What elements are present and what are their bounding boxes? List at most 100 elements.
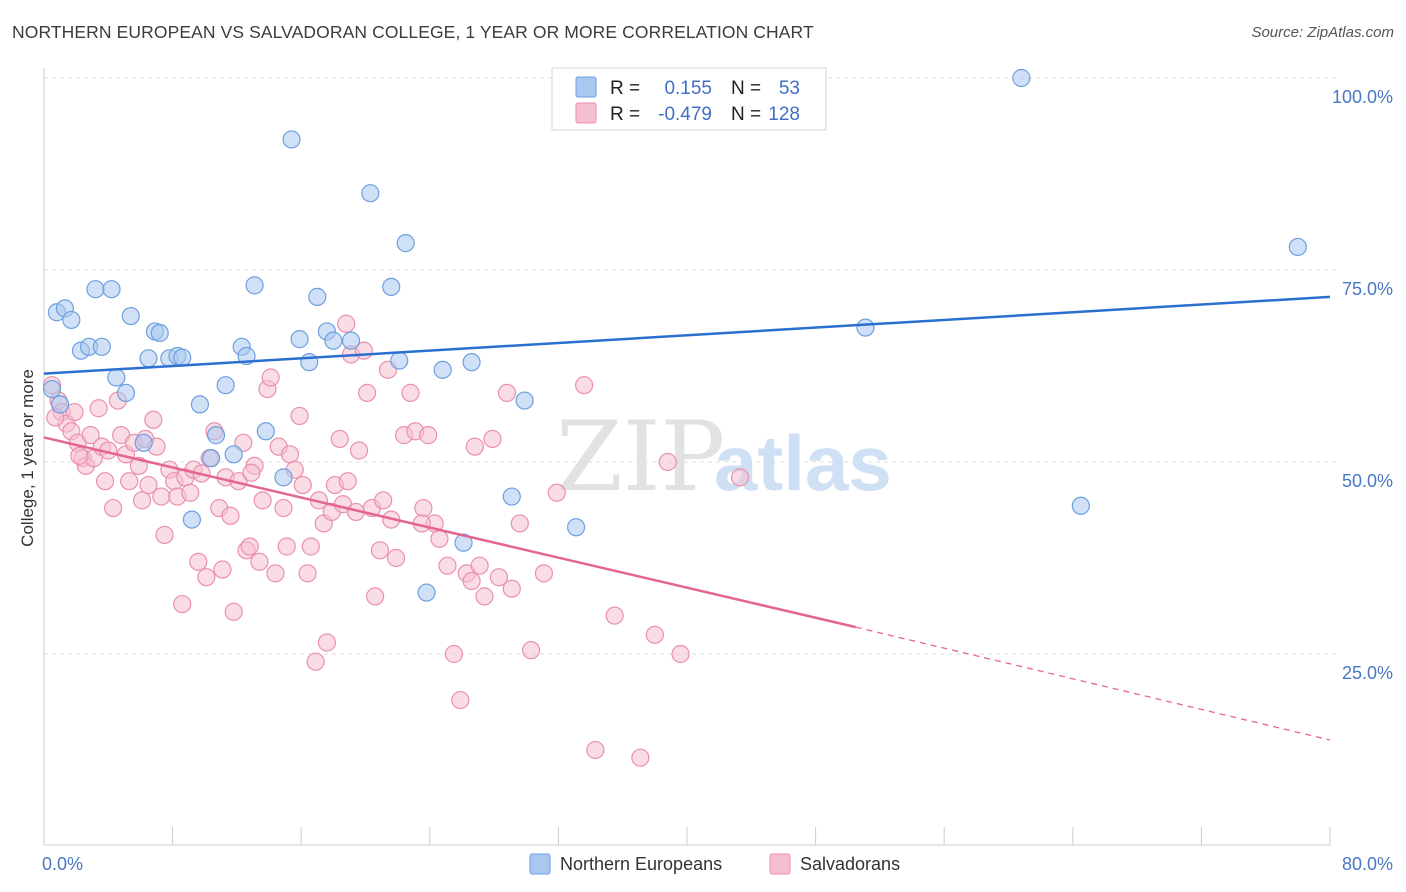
salvadoran-point — [414, 498, 433, 518]
legend-n-label-pink: N = — [731, 104, 761, 125]
salvadoran-point — [645, 625, 664, 644]
northern-european-point — [341, 331, 361, 350]
northern-european-point — [1071, 496, 1090, 515]
salvadoran-point — [338, 472, 357, 491]
salvadoran-point — [189, 552, 208, 571]
salvadoran-point — [181, 483, 200, 502]
northern-european-point — [300, 353, 319, 372]
y-axis-label: College, 1 year or more — [18, 369, 37, 547]
northern-european-point — [433, 360, 452, 379]
chart-source: Source: ZipAtlas.com — [1251, 24, 1394, 41]
northern-european-point — [206, 426, 226, 445]
northern-european-point — [107, 368, 126, 387]
legend-n-value-pink: 128 — [768, 104, 800, 125]
salvadoran-point — [301, 537, 320, 556]
salvadoran-point — [358, 383, 377, 402]
salvadoran-point — [253, 491, 272, 510]
legend-box — [551, 67, 827, 131]
salvadoran-point — [250, 552, 269, 571]
salvadoran-point — [370, 541, 390, 560]
salvadoran-point — [277, 537, 296, 556]
northern-european-point — [274, 468, 293, 487]
northern-european-point — [282, 130, 301, 149]
salvadoran-point — [144, 410, 163, 429]
salvadoran-point — [224, 602, 243, 621]
salvadoran-point — [575, 376, 594, 395]
northern-european-point — [290, 330, 309, 349]
watermark: ZIP atlas — [556, 401, 892, 513]
salvadoran-point — [337, 314, 356, 333]
salvadoran-point — [274, 498, 293, 518]
bottom-legend-swatch-pink — [769, 853, 791, 875]
northern-european-point — [102, 280, 121, 299]
grid-lines — [44, 77, 1340, 655]
salvadoran-point — [586, 740, 605, 760]
y-tick-label-50: 50.0% — [1342, 471, 1393, 491]
northern-european-point — [361, 184, 380, 203]
salvadoran-point — [671, 644, 690, 664]
northern-european-point — [202, 449, 221, 468]
y-tick-label-75: 75.0% — [1342, 279, 1393, 299]
salvadoran-point — [261, 368, 280, 387]
northern-european-point — [417, 583, 436, 602]
salvadoran-point — [221, 506, 240, 525]
legend-r-label-pink: R = — [610, 104, 640, 125]
salvadoran-point — [240, 537, 259, 556]
legend-r-label-blue: R = — [610, 78, 640, 99]
northern-european-point — [62, 310, 81, 330]
bottom-legend-northern-europeans: Northern Europeans — [560, 854, 722, 874]
northern-european-point — [382, 277, 401, 296]
x-tick-label-max: 80.0% — [1342, 854, 1393, 874]
watermark-atlas: atlas — [714, 419, 892, 507]
salvadoran-point — [430, 529, 449, 548]
salvadoran-point — [605, 606, 624, 625]
salvadoran-point — [462, 571, 481, 591]
salvadoran-point — [438, 556, 457, 575]
northern-europeans-points — [42, 68, 1307, 602]
salvadoran-point — [242, 463, 261, 482]
salvadoran-point — [730, 468, 750, 487]
legend-r-value-pink: -0.479 — [658, 104, 712, 125]
northern-european-point — [1288, 237, 1307, 257]
axes — [43, 68, 1331, 846]
northern-european-point — [92, 337, 111, 356]
salvadoran-point — [349, 441, 369, 460]
salvadoran-point — [366, 587, 385, 606]
salvadoran-point — [330, 429, 349, 449]
correlation-legend: R = 0.155 N = 53 R = -0.479 N = 128 — [551, 67, 827, 131]
northern-european-point — [182, 510, 201, 529]
northern-european-point — [502, 487, 521, 506]
northern-european-point — [256, 422, 275, 441]
salvadoran-point — [152, 487, 171, 506]
salvadoran-point — [306, 652, 325, 671]
salvadoran-point — [401, 383, 420, 402]
salvadoran-point — [81, 426, 100, 445]
northern-european-point — [454, 533, 473, 552]
legend-r-value-blue: 0.155 — [664, 78, 712, 99]
northern-european-point — [150, 323, 169, 343]
salvadoran-point — [470, 556, 489, 575]
salvadoran-point — [465, 437, 484, 456]
salvadoran-point — [497, 383, 517, 402]
northern-european-point — [308, 287, 327, 306]
northern-european-point — [515, 391, 534, 410]
northern-european-point — [396, 234, 415, 253]
salvadoran-point — [317, 633, 337, 652]
salvadoran-point — [547, 483, 566, 502]
watermark-zip: ZIP — [556, 401, 725, 513]
salvadoran-point — [521, 641, 541, 660]
salvadoran-point — [290, 406, 309, 426]
salvadoran-point — [386, 548, 406, 568]
salvadoran-point — [65, 402, 84, 422]
salvadoran-point — [120, 472, 139, 491]
northern-european-point — [116, 383, 136, 402]
salvadoran-point — [451, 690, 470, 710]
bottom-legend-salvadorans: Salvadorans — [800, 854, 900, 874]
chart-title: NORTHERN EUROPEAN VS SALVADORAN COLLEGE,… — [12, 22, 814, 42]
northern-european-point — [224, 445, 243, 464]
northern-european-point — [173, 348, 192, 367]
salvadoran-point — [502, 579, 521, 598]
northern-european-point — [134, 433, 153, 452]
salvadoran-point — [475, 587, 494, 606]
